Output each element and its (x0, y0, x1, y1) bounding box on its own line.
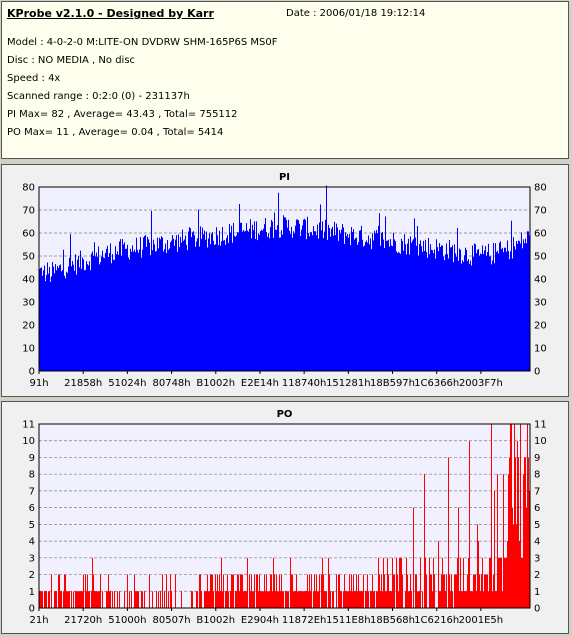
x-tick-label: B1002h (196, 615, 235, 626)
disc-line: Disc : NO MEDIA , No disc (7, 55, 136, 66)
chart-title: PI (279, 172, 290, 183)
x-tick-label: 1C6216h (414, 615, 459, 626)
chart-title: PO (277, 409, 293, 420)
y-tick-label-left: 9 (29, 453, 35, 464)
y-tick-label-left: 10 (22, 436, 35, 447)
x-tick-label: 80507h (152, 615, 190, 626)
pi-chart: PI 0 0 10 10 20 20 30 30 40 40 50 50 60 60 70 70 80 80 91h 2… (22, 172, 547, 389)
range-line: Scanned range : 0:2:0 (0) - 231137h (7, 91, 190, 102)
y-tick-label-right: 70 (534, 206, 547, 217)
y-tick-label-left: 40 (22, 275, 35, 286)
x-tick-label: 21720h (64, 615, 102, 626)
y-tick-label-left: 60 (22, 229, 35, 240)
y-tick-label-right: 2 (534, 570, 540, 581)
x-tick-label: E2E14h (241, 378, 279, 389)
y-tick-label-right: 6 (534, 503, 540, 514)
x-tick-label: 18B597h (370, 378, 415, 389)
y-tick-label-right: 4 (534, 537, 540, 548)
x-tick-label: 51000h (108, 615, 146, 626)
x-tick-label: E2904h (241, 615, 279, 626)
y-tick-label-left: 7 (29, 486, 35, 497)
y-tick-label-left: 4 (29, 537, 35, 548)
y-tick-label-left: 0 (29, 367, 35, 378)
x-tick-label: 1C6366h (414, 378, 459, 389)
y-tick-label-right: 30 (534, 298, 547, 309)
y-tick-label-right: 7 (534, 486, 540, 497)
data-bars (39, 185, 530, 371)
y-tick-label-left: 8 (29, 470, 35, 481)
plot-border (38, 423, 531, 609)
y-tick-label-right: 0 (534, 367, 540, 378)
x-tick-label: 51024h (108, 378, 146, 389)
pi-chart-panel: PI 0 0 10 10 20 20 30 30 40 40 50 50 60 60 70 70 80 80 91h 2… (1, 164, 569, 397)
y-tick-label-right: 0 (534, 604, 540, 615)
y-tick-label-right: 10 (534, 344, 547, 355)
x-tick-label: 21h (29, 615, 48, 626)
y-tick-label-left: 3 (29, 553, 35, 564)
plot-border (38, 186, 531, 372)
x-tick-label: 1511E8h (326, 615, 370, 626)
info-panel: KProbe v2.1.0 - Designed by Karr Date : … (1, 1, 569, 159)
y-tick-label-right: 50 (534, 252, 547, 263)
y-tick-label-right: 40 (534, 275, 547, 286)
y-tick-label-right: 80 (534, 183, 547, 194)
x-tick-label: 91h (29, 378, 48, 389)
app-title: KProbe v2.1.0 - Designed by Karr (7, 7, 214, 20)
y-tick-label-right: 9 (534, 453, 540, 464)
y-tick-label-left: 1 (29, 587, 35, 598)
y-tick-label-right: 11 (534, 420, 547, 431)
y-tick-label-left: 6 (29, 503, 35, 514)
x-tick-label: 2003F7h (459, 378, 503, 389)
x-tick-label: 18B568h (370, 615, 415, 626)
scan-date: Date : 2006/01/18 19:12:14 (286, 8, 426, 19)
y-tick-label-left: 70 (22, 206, 35, 217)
x-tick-label: 151281h (326, 378, 371, 389)
x-tick-label: 11872Eh (282, 615, 326, 626)
y-tick-label-right: 20 (534, 321, 547, 332)
y-tick-label-left: 11 (22, 420, 35, 431)
y-tick-label-right: 60 (534, 229, 547, 240)
y-tick-label-right: 10 (534, 436, 547, 447)
x-tick-label: 2001E5h (459, 615, 503, 626)
y-tick-label-left: 0 (29, 604, 35, 615)
y-tick-label-left: 20 (22, 321, 35, 332)
x-tick-label: 118740h (282, 378, 327, 389)
y-tick-label-left: 10 (22, 344, 35, 355)
y-tick-label-left: 80 (22, 183, 35, 194)
y-tick-label-left: 30 (22, 298, 35, 309)
y-tick-label-right: 8 (534, 470, 540, 481)
y-tick-label-left: 50 (22, 252, 35, 263)
model-line: Model : 4-0-2-0 M:LITE-ON DVDRW SHM-165P… (7, 37, 278, 48)
y-tick-label-right: 3 (534, 553, 540, 564)
po-stats-line: PO Max= 11 , Average= 0.04 , Total= 5414 (7, 127, 224, 138)
y-tick-label-left: 5 (29, 520, 35, 531)
speed-line: Speed : 4x (7, 73, 61, 84)
pi-stats-line: PI Max= 82 , Average= 43.43 , Total= 755… (7, 109, 238, 120)
y-tick-label-left: 2 (29, 570, 35, 581)
y-tick-label-right: 1 (534, 587, 540, 598)
x-tick-label: 21858h (64, 378, 102, 389)
x-tick-label: 80748h (152, 378, 190, 389)
data-bars (39, 424, 530, 608)
po-chart-panel: PO 0 0 1 1 2 2 3 3 4 4 5 5 6 6 7 7 8 8 9 9 10 10 11 11 21h 21720h 5… (1, 401, 569, 634)
y-tick-label-right: 5 (534, 520, 540, 531)
x-tick-label: B1002h (196, 378, 235, 389)
